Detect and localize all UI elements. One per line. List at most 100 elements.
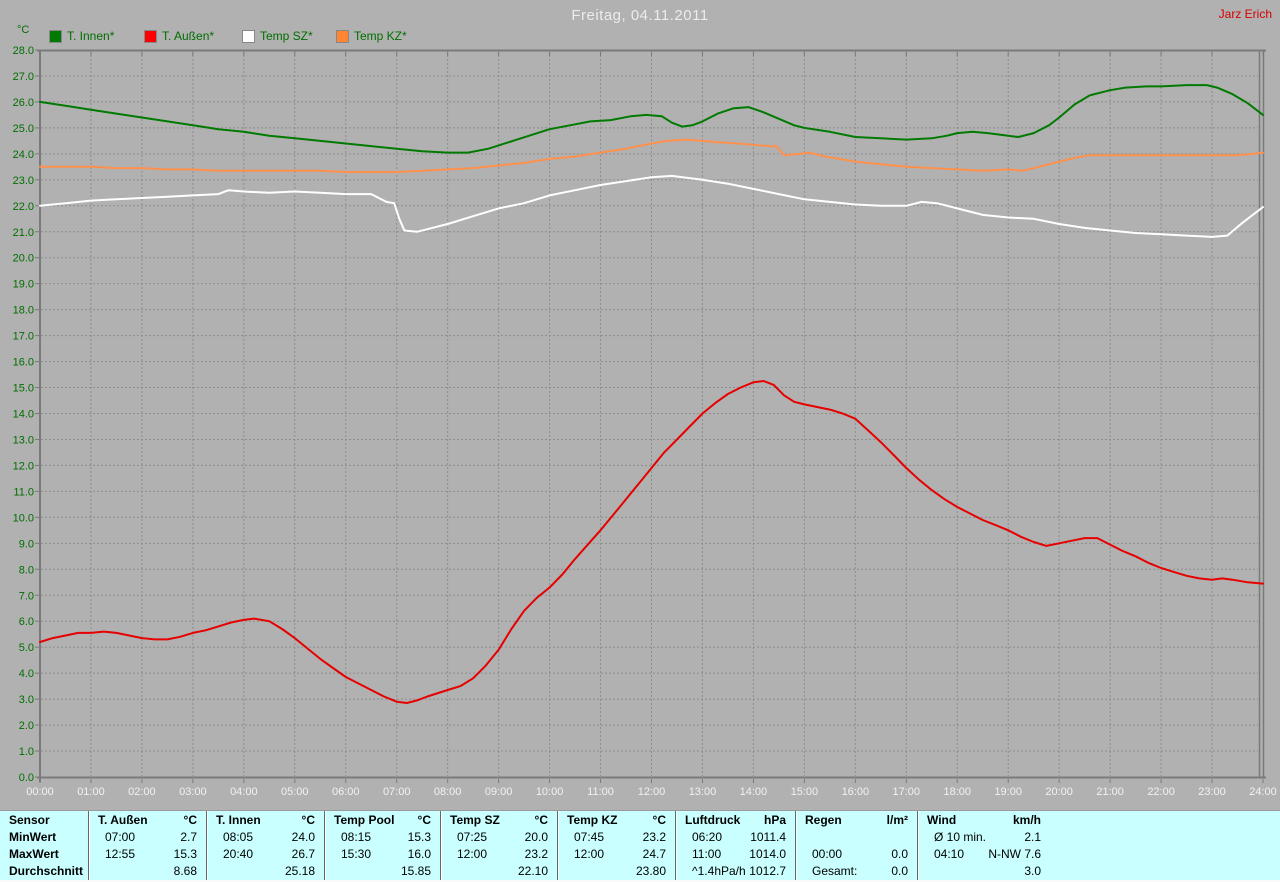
legend-item-1: T. Innen*: [50, 29, 114, 43]
x-tick-label: 19:00: [994, 786, 1022, 798]
x-tick-label: 11:00: [587, 786, 614, 798]
x-tick-label: 07:00: [383, 786, 411, 798]
series-line-1: [39, 84, 1264, 154]
cell-time: 07:00: [105, 829, 136, 844]
y-tick-label: 13.0: [13, 434, 34, 446]
table-row: [796, 828, 917, 845]
x-tick-label: 06:00: [332, 786, 360, 798]
cell-time: 00:00: [812, 846, 843, 861]
cell-time: 08:05: [223, 829, 254, 844]
cell-time: 04:10: [934, 846, 965, 861]
column-header-label: Regen: [805, 812, 842, 827]
column-header-label: Temp KZ: [567, 812, 618, 827]
cell-value: 2.7: [180, 829, 197, 844]
x-tick-label: 02:00: [128, 786, 156, 798]
table-row: 23.80: [558, 862, 675, 879]
series-line-4: [39, 138, 1264, 173]
user-name-label: Jarz Erich: [1218, 7, 1272, 21]
x-tick-label: 22:00: [1147, 786, 1175, 798]
y-tick-label: 14.0: [13, 409, 34, 421]
table-row: 07:25 20.0: [441, 828, 557, 845]
cell-value: 23.2: [642, 829, 666, 844]
y-tick-label: 25.0: [13, 123, 34, 135]
y-tick-label: 19.0: [13, 279, 34, 291]
y-tick-label: 26.0: [13, 97, 34, 109]
cell-time: 08:15: [341, 829, 372, 844]
cell-value: 2.1: [1024, 829, 1041, 844]
x-tick-label: 04:00: [230, 786, 258, 798]
table-row: Gesamt: 0.0: [796, 862, 917, 879]
cell-value: N-NW 7.6: [988, 846, 1041, 861]
table-row: 07:45 23.2: [558, 828, 675, 845]
legend-item-label: Temp KZ*: [354, 29, 407, 43]
x-tick-label: 15:00: [791, 786, 819, 798]
cell-value: 1011.4: [750, 829, 786, 844]
cell-value: 0.0: [891, 846, 908, 861]
legend-item-3: Temp SZ*: [243, 29, 313, 43]
x-tick-label: 01:00: [77, 786, 105, 798]
table-row: 08:15 15.3: [325, 828, 440, 845]
cell-time: 20:40: [223, 846, 254, 861]
table-row: 22.10: [441, 862, 557, 879]
legend-swatch-icon: [243, 30, 254, 42]
cell-time: Ø 10 min.: [934, 829, 987, 844]
y-tick-label: 18.0: [13, 305, 34, 317]
y-tick-label: 12.0: [13, 460, 34, 472]
table-row: 15:30 16.0: [325, 845, 440, 862]
x-tick-label: 17:00: [893, 786, 921, 798]
y-tick-label: 11.0: [13, 486, 34, 498]
cell-time: 06:20: [692, 829, 723, 844]
series-line-2: [39, 380, 1264, 704]
y-tick-label: 7.0: [19, 590, 34, 602]
y-tick-label: 15.0: [13, 383, 34, 395]
x-tick-label: 03:00: [179, 786, 207, 798]
column-unit-label: °C: [534, 812, 548, 827]
cell-value: 16.0: [407, 846, 431, 861]
cell-value: 26.7: [291, 846, 315, 861]
y-tick-label: 1.0: [19, 746, 34, 758]
y-tick-label: 4.0: [19, 668, 34, 680]
table-row: Ø 10 min. 2.1: [918, 828, 1050, 845]
column-header-label: T. Innen: [216, 812, 261, 827]
y-tick-label: 3.0: [19, 694, 34, 706]
cell-value: 1014.0: [749, 846, 786, 861]
table-column-t-au-en: T. Außen °C 07:00 2.7 12:55 15.3 8.68: [88, 811, 206, 880]
cell-value: 25.18: [284, 863, 315, 878]
table-column-luftdruck: Luftdruck hPa 06:20 1011.4 11:00 1014.0 ^1.4hP…: [675, 811, 795, 880]
column-unit-label: hPa: [763, 812, 786, 827]
x-tick-label: 23:00: [1198, 786, 1226, 798]
cell-value: 8.68: [173, 863, 197, 878]
series-line-3: [39, 174, 1264, 238]
legend-swatch-icon: [337, 30, 348, 42]
table-row: 07:00 2.7: [89, 828, 206, 845]
y-tick-label: 9.0: [19, 538, 34, 550]
cell-value: 23.80: [635, 863, 666, 878]
cell-time: 07:25: [457, 829, 488, 844]
cell-value: 3.0: [1024, 863, 1041, 878]
table-column-t-innen: T. Innen °C 08:05 24.0 20:40 26.7 25.18: [206, 811, 324, 880]
table-corner-header: Sensor: [9, 812, 50, 827]
x-tick-label: 18:00: [943, 786, 971, 798]
y-tick-label: 28.0: [13, 45, 34, 57]
x-tick-label: 21:00: [1096, 786, 1124, 798]
y-axis-unit-label: °C: [17, 24, 30, 36]
y-tick-label: 20.0: [13, 253, 34, 265]
legend-item-4: Temp KZ*: [337, 29, 407, 43]
column-header-label: Luftdruck: [685, 812, 741, 827]
y-tick-label: 10.0: [13, 512, 34, 524]
x-tick-label: 16:00: [842, 786, 870, 798]
x-tick-label: 13:00: [689, 786, 717, 798]
table-row: 11:00 1014.0: [676, 845, 795, 862]
legend-item-2: T. Außen*: [145, 29, 214, 43]
legend-swatch-icon: [145, 30, 156, 42]
table-column-temp-kz: Temp KZ °C 07:45 23.2 12:00 24.7 23.80: [557, 811, 675, 880]
table-empty-area: [1050, 811, 1280, 880]
cell-time: 12:55: [105, 846, 136, 861]
x-tick-label: 00:00: [26, 786, 54, 798]
table-row-label: MinWert: [9, 829, 57, 844]
table-row: 08:05 24.0: [207, 828, 324, 845]
column-unit-label: l/m²: [886, 812, 908, 827]
cell-value: 23.2: [524, 846, 548, 861]
cell-value: 24.7: [642, 846, 666, 861]
legend-item-label: T. Außen*: [162, 29, 215, 43]
